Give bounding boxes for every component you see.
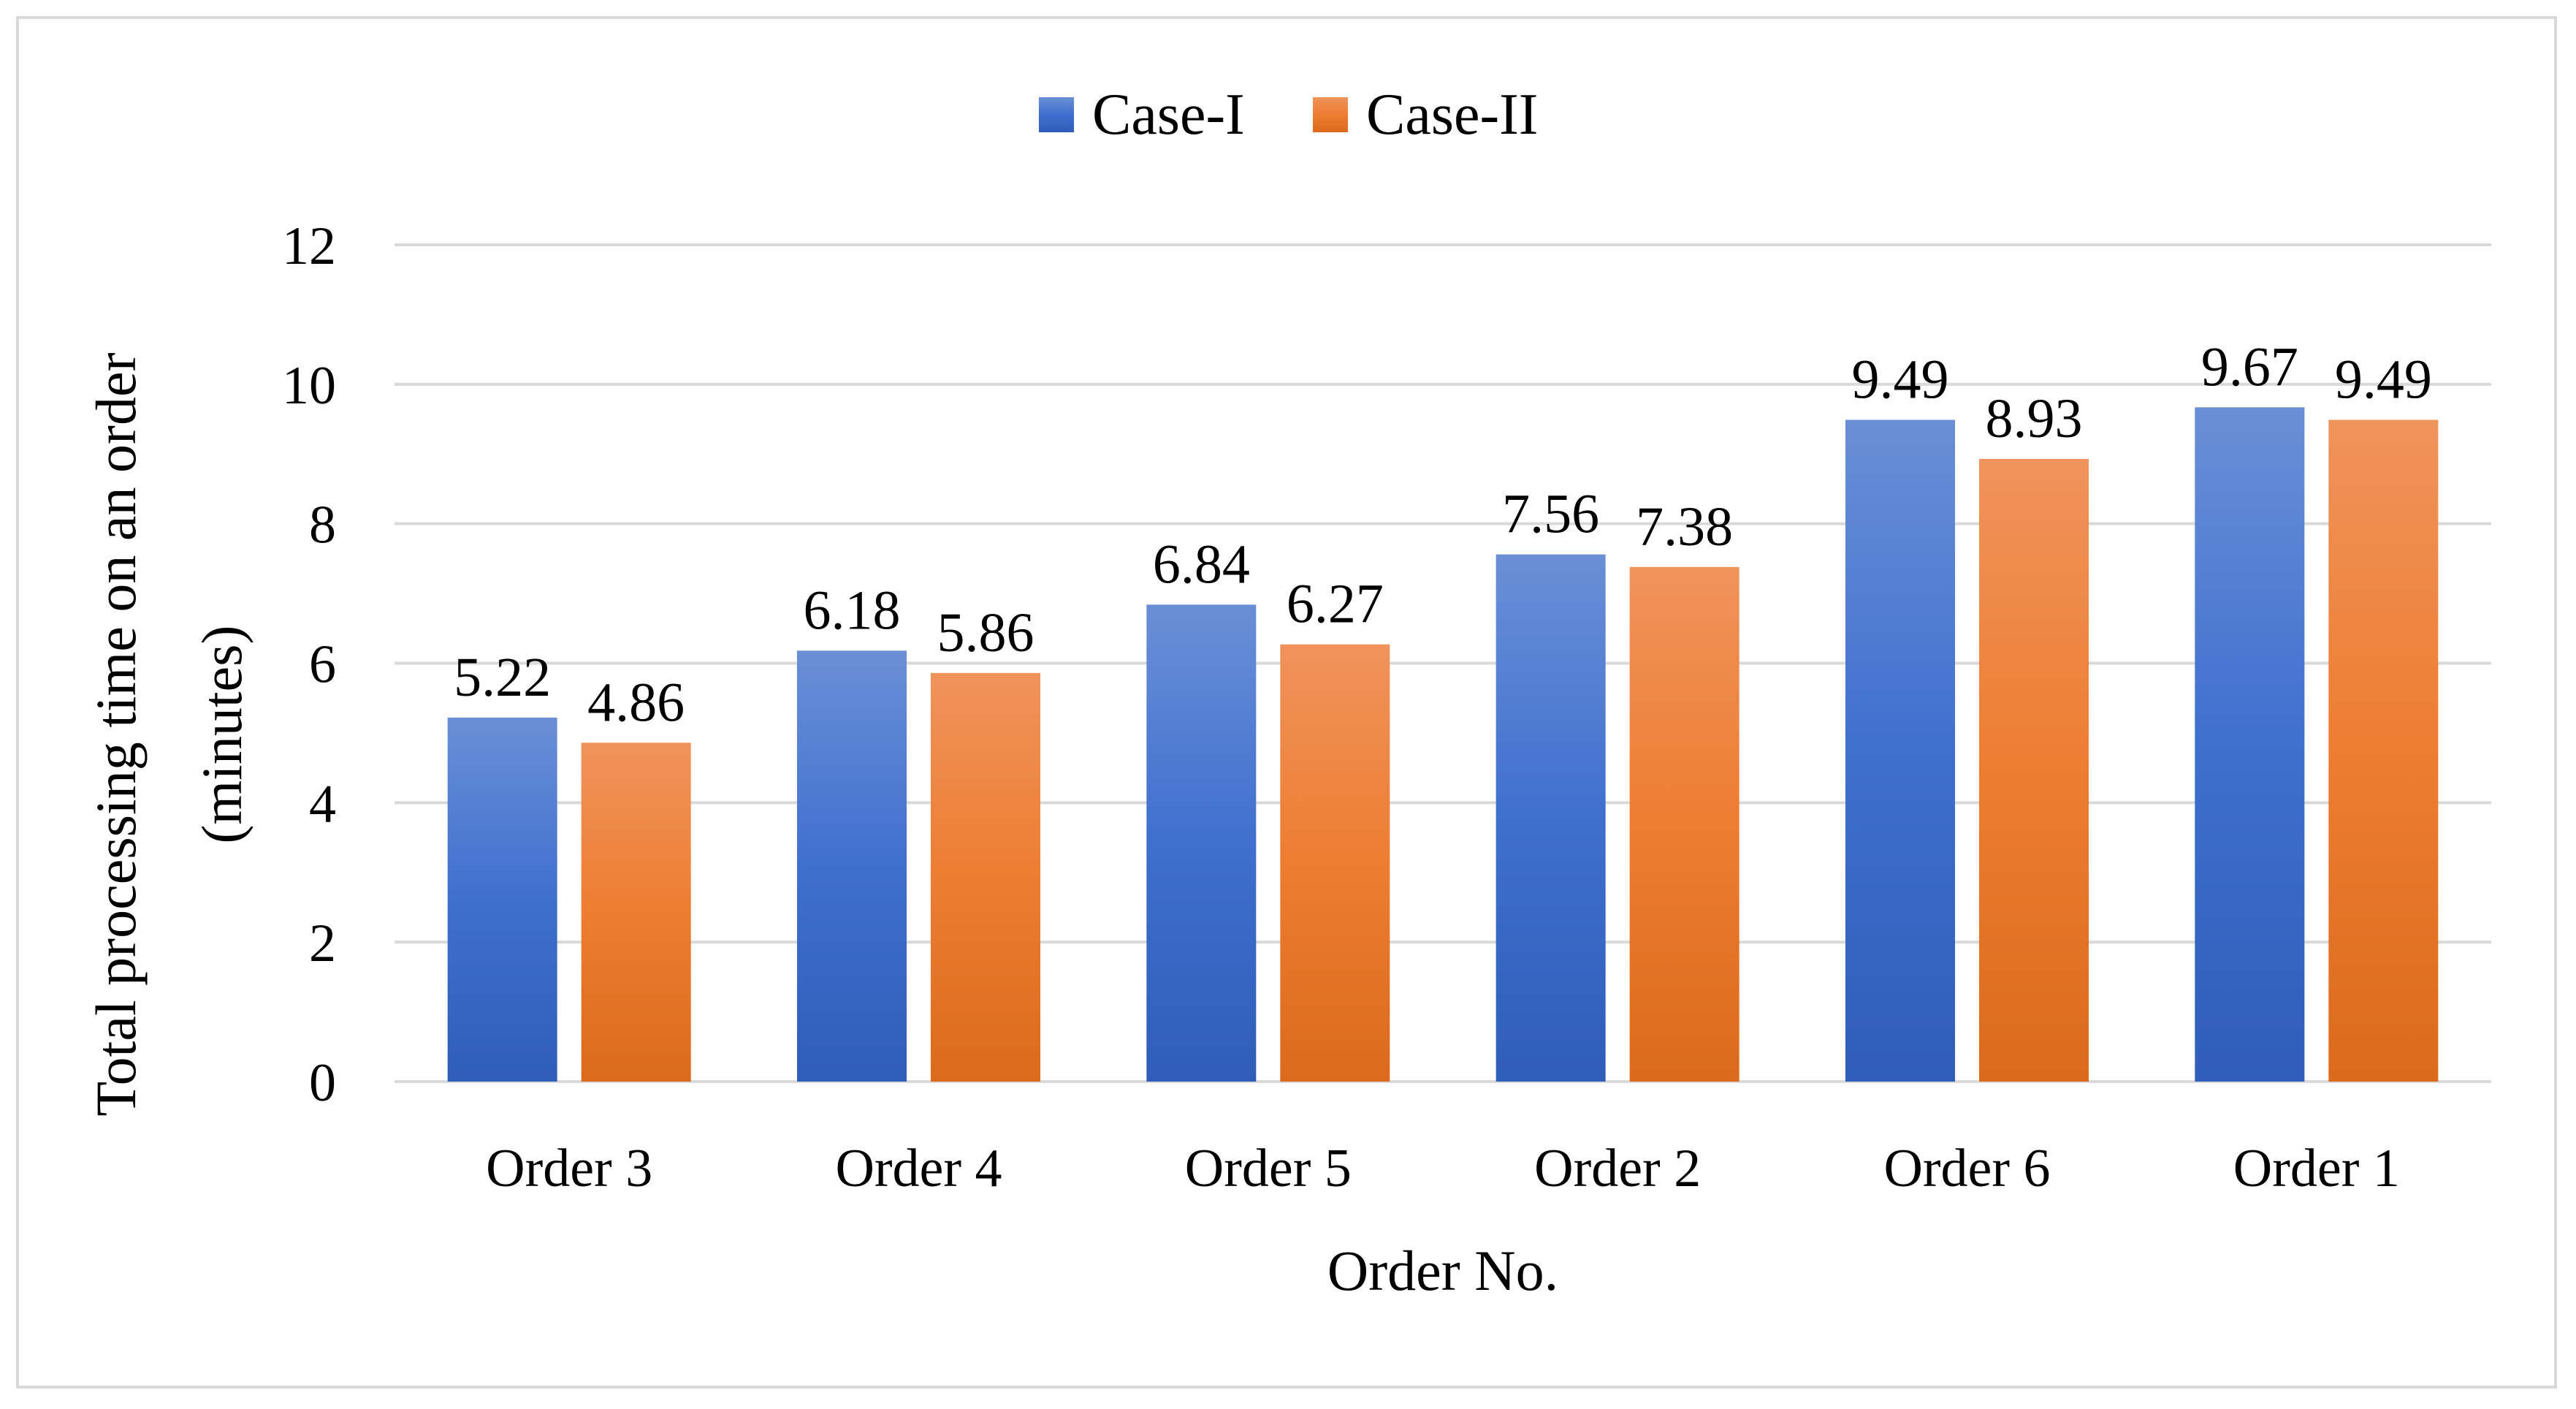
bar-case-i	[447, 717, 557, 1082]
bar-case-i	[1146, 604, 1257, 1082]
y-axis-title-line-2: (minutes)	[190, 626, 254, 844]
data-label-case-i: 9.49	[1852, 349, 1949, 410]
gridlines	[395, 243, 2491, 1083]
y-tick-label: 2	[309, 914, 336, 973]
data-label-case-i: 6.18	[804, 580, 901, 641]
legend-swatch-case-ii	[1313, 97, 1348, 132]
legend-label-case-i: Case-I	[1092, 83, 1245, 147]
legend: Case-I Case-II	[1039, 83, 1538, 147]
bar-case-i	[2195, 407, 2305, 1082]
bar-case-ii	[1629, 566, 1739, 1082]
bar-case-ii	[581, 743, 691, 1082]
bar-case-i	[1495, 554, 1606, 1082]
x-tick-label: Order 3	[486, 1139, 652, 1199]
data-label-case-ii: 4.86	[587, 672, 685, 733]
x-tick-label: Order 6	[1883, 1139, 2050, 1199]
bar-case-ii	[2328, 419, 2439, 1082]
x-axis-title: Order No.	[1327, 1239, 1558, 1302]
data-label-case-i: 9.67	[2201, 336, 2298, 398]
legend-label-case-ii: Case-II	[1366, 83, 1538, 147]
legend-swatch-case-i	[1039, 97, 1074, 132]
bars	[447, 407, 2439, 1082]
y-tick-label: 10	[282, 356, 336, 416]
data-label-case-i: 7.56	[1502, 484, 1599, 545]
y-tick-label: 8	[309, 495, 336, 555]
data-label-case-i: 5.22	[454, 647, 551, 708]
y-tick-label: 12	[282, 216, 336, 276]
bar-case-ii	[1979, 458, 2089, 1082]
data-label-case-ii: 8.93	[1986, 388, 2083, 449]
bar-case-i	[797, 650, 907, 1082]
x-tick-labels: Order 3 Order 4 Order 5 Order 2 Order 6 Order…	[486, 1139, 2400, 1199]
data-labels: 5.22 4.86 6.18 5.86 6.84 6.27 7.56 7.38 9.49 8.93…	[454, 336, 2432, 733]
x-tick-label: Order 5	[1185, 1139, 1352, 1199]
y-axis-title-line-1: Total processing time on an order	[84, 352, 148, 1116]
data-label-case-ii: 7.38	[1636, 496, 1733, 558]
y-tick-label: 4	[309, 774, 336, 834]
y-tick-labels: 0 2 4 6 8 10 12	[282, 216, 336, 1113]
bar-case-ii	[931, 672, 1040, 1082]
data-label-case-ii: 5.86	[937, 602, 1034, 664]
x-tick-label: Order 1	[2233, 1139, 2400, 1199]
data-label-case-ii: 9.49	[2335, 349, 2432, 410]
data-label-case-i: 6.84	[1153, 533, 1250, 595]
x-tick-label: Order 2	[1534, 1139, 1701, 1199]
y-tick-label: 6	[309, 635, 336, 695]
bar-case-ii	[1280, 644, 1390, 1082]
bar-case-i	[1845, 419, 1955, 1082]
x-tick-label: Order 4	[835, 1139, 1002, 1199]
y-axis-title: Total processing time on an order (minut…	[84, 352, 254, 1116]
y-tick-label: 0	[309, 1053, 336, 1113]
data-label-case-ii: 6.27	[1287, 574, 1384, 635]
